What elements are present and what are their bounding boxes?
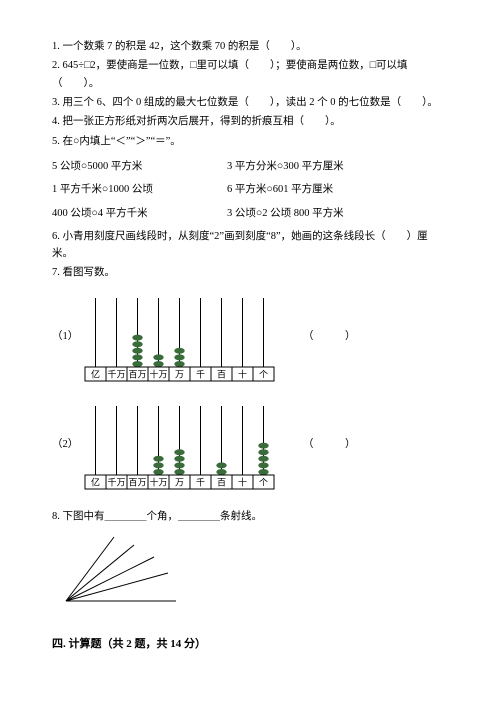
- comparison-right: 3 公顷○2 公顷 800 平方米: [227, 205, 448, 222]
- abacus-answer-1: （ ）: [303, 328, 356, 345]
- svg-text:百: 百: [217, 369, 226, 379]
- abacus-2: 亿千万百万十万万 千 百 十 个: [84, 400, 275, 490]
- svg-text:千: 千: [196, 477, 205, 487]
- comparison-right: 3 平方分米○300 平方厘米: [227, 158, 448, 175]
- question-4: 4. 把一张正方形纸对折两次后展开，得到的折痕互相（ ）。: [52, 113, 448, 130]
- comparison-block: 5 公顷○5000 平方米3 平方分米○300 平方厘米1 平方千米○1000 …: [52, 158, 448, 222]
- comparison-right: 6 平方米○601 平方厘米: [227, 181, 448, 198]
- svg-text:十万: 十万: [149, 368, 167, 379]
- svg-text:十万: 十万: [149, 476, 167, 487]
- question-2: 2. 645÷□2，要使商是一位数，□里可以填（ ）；要使商是两位数，□可以填（…: [52, 57, 448, 92]
- abacus-row-2: （2） 亿千万百万十万万 千 百 十 个 （ ）: [52, 400, 448, 490]
- question-8: 8. 下图中有＿＿＿＿个角，＿＿＿＿条射线。: [52, 508, 448, 525]
- svg-text:亿: 亿: [91, 476, 100, 487]
- comparison-left: 400 公顷○4 平方千米: [52, 205, 227, 222]
- q8-blank1: ＿＿＿＿: [105, 511, 147, 522]
- svg-text:个: 个: [259, 477, 268, 487]
- svg-text:百万: 百万: [128, 477, 146, 487]
- svg-text:百万: 百万: [128, 369, 146, 379]
- comparison-row: 400 公顷○4 平方千米3 公顷○2 公顷 800 平方米: [52, 205, 448, 222]
- abacus-row-1: （1） 亿千万百万十万万 千 百 十 个 （ ）: [52, 292, 448, 382]
- q8-pre: 8. 下图中有: [52, 511, 105, 522]
- svg-text:千万: 千万: [107, 369, 125, 379]
- q8-blank2: ＿＿＿＿: [178, 511, 220, 522]
- abacus-answer-2: （ ）: [303, 436, 356, 453]
- question-6: 6. 小青用刻度尺画线段时，从刻度“2”画到刻度“8”，她画的这条线段长（ ）厘…: [52, 228, 448, 263]
- question-1: 1. 一个数乘 7 的积是 42，这个数乘 70 的积是（ ）。: [52, 38, 448, 55]
- svg-text:百: 百: [217, 477, 226, 487]
- q8-post: 条射线。: [220, 511, 262, 522]
- svg-text:千万: 千万: [107, 477, 125, 487]
- svg-text:十: 十: [238, 476, 247, 487]
- svg-text:千: 千: [196, 369, 205, 379]
- q8-mid: 个角，: [147, 511, 179, 522]
- abacus-1: 亿千万百万十万万 千 百 十 个: [84, 292, 275, 382]
- abacus-block: （1） 亿千万百万十万万千百十个 （ ） （2） 亿千万百万十万万千百十个 （ …: [52, 292, 448, 490]
- svg-text:万: 万: [175, 369, 184, 379]
- abacus-label-2: （2）: [52, 436, 84, 453]
- question-5: 5. 在○内填上“＜”“＞”“＝”。: [52, 133, 448, 150]
- question-3: 3. 用三个 6、四个 0 组成的最大七位数是（ ），读出 2 个 0 的七位数…: [52, 94, 448, 111]
- svg-text:个: 个: [259, 369, 268, 379]
- svg-text:亿: 亿: [91, 368, 100, 379]
- comparison-left: 5 公顷○5000 平方米: [52, 158, 227, 175]
- comparison-row: 1 平方千米○1000 公顷6 平方米○601 平方厘米: [52, 181, 448, 198]
- question-7: 7. 看图写数。: [52, 264, 448, 281]
- angle-figure: [58, 535, 448, 621]
- abacus-label-1: （1）: [52, 328, 84, 345]
- svg-text:万: 万: [175, 477, 184, 487]
- svg-text:十: 十: [238, 368, 247, 379]
- comparison-row: 5 公顷○5000 平方米3 平方分米○300 平方厘米: [52, 158, 448, 175]
- comparison-left: 1 平方千米○1000 公顷: [52, 181, 227, 198]
- section-4-title: 四. 计算题（共 2 题，共 14 分）: [52, 635, 448, 653]
